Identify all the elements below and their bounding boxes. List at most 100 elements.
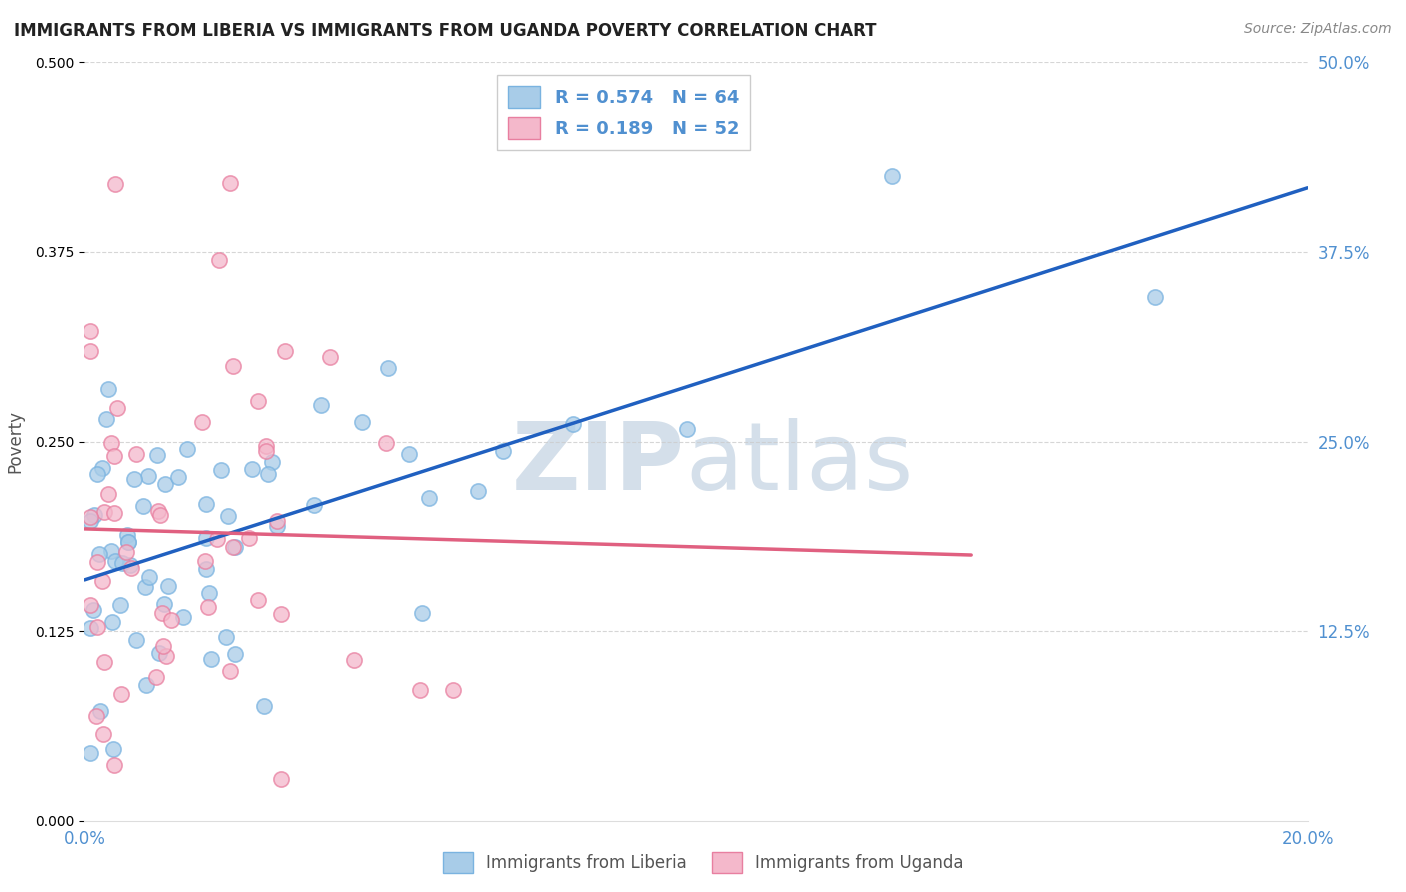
Point (93, 505, 115, 519)
Point (155, 649, 177, 664)
Point (89, 547, 111, 561)
Point (302, 498, 325, 512)
Point (240, 462, 263, 476)
Point (266, 514, 288, 528)
Point (94, 412, 117, 426)
Point (219, 664, 242, 678)
Point (222, 541, 245, 555)
Point (270, 607, 292, 621)
Point (79, 599, 101, 613)
Point (270, 772, 292, 786)
Point (115, 527, 138, 541)
Point (153, 476, 176, 491)
Point (120, 561, 142, 575)
Point (246, 393, 269, 408)
Text: ZIP: ZIP (512, 418, 685, 510)
Point (91, 727, 114, 741)
Point (103, 449, 125, 463)
Point (254, 444, 277, 458)
Point (224, 648, 246, 662)
Point (100, 543, 122, 558)
Point (105, 401, 128, 415)
Point (103, 757, 125, 772)
Point (266, 518, 288, 533)
Point (319, 350, 342, 364)
Point (398, 447, 420, 461)
Point (79, 344, 101, 359)
Point (104, 177, 127, 191)
Point (195, 497, 218, 511)
Point (1143, 291, 1166, 305)
Point (132, 499, 155, 513)
Point (86, 709, 108, 723)
Point (79, 515, 101, 529)
Point (145, 669, 167, 683)
Point (191, 415, 214, 429)
Point (138, 570, 160, 584)
Point (167, 470, 190, 484)
Point (377, 361, 399, 376)
Y-axis label: Poverty: Poverty (6, 410, 24, 473)
Point (561, 417, 583, 431)
Point (152, 597, 174, 611)
Point (411, 606, 433, 620)
Point (79, 510, 101, 524)
Point (253, 698, 276, 713)
Point (86, 467, 108, 482)
Point (83, 508, 105, 523)
Point (97, 487, 120, 501)
Text: IMMIGRANTS FROM LIBERIA VS IMMIGRANTS FROM UGANDA POVERTY CORRELATION CHART: IMMIGRANTS FROM LIBERIA VS IMMIGRANTS FR… (14, 22, 876, 40)
Point (156, 579, 179, 593)
Text: atlas: atlas (686, 418, 914, 510)
Point (492, 443, 515, 458)
Point (418, 491, 440, 505)
Point (172, 610, 194, 624)
Point (149, 508, 172, 523)
Point (90, 461, 112, 475)
Point (343, 653, 366, 667)
Point (246, 592, 269, 607)
Point (350, 415, 373, 429)
Point (311, 398, 333, 412)
Point (79, 324, 101, 338)
Point (215, 630, 238, 644)
Point (110, 687, 132, 701)
Point (97, 382, 120, 396)
Point (108, 599, 131, 613)
Point (79, 746, 101, 760)
Point (124, 632, 146, 647)
Point (254, 439, 277, 453)
Point (160, 613, 183, 627)
Point (117, 535, 139, 549)
Point (82, 603, 104, 617)
Point (136, 469, 159, 483)
Point (118, 558, 141, 572)
Point (146, 504, 169, 518)
Point (675, 422, 697, 436)
Legend: Immigrants from Liberia, Immigrants from Uganda: Immigrants from Liberia, Immigrants from… (436, 846, 970, 880)
Point (103, 506, 125, 520)
Point (274, 344, 297, 359)
Point (219, 176, 242, 190)
Point (146, 448, 169, 462)
Point (260, 455, 283, 469)
Point (86, 555, 108, 569)
Point (224, 541, 246, 555)
Point (152, 640, 174, 654)
Point (200, 652, 222, 666)
Point (101, 615, 124, 630)
Point (89, 704, 111, 718)
Point (135, 678, 157, 692)
Point (217, 508, 239, 523)
Point (222, 359, 245, 373)
Point (194, 554, 217, 568)
Point (195, 562, 218, 576)
Point (880, 169, 903, 184)
Point (205, 532, 228, 546)
Point (100, 436, 122, 450)
Point (104, 554, 127, 568)
Point (134, 580, 156, 594)
Point (148, 646, 170, 660)
Text: Source: ZipAtlas.com: Source: ZipAtlas.com (1244, 22, 1392, 37)
Point (197, 599, 219, 614)
